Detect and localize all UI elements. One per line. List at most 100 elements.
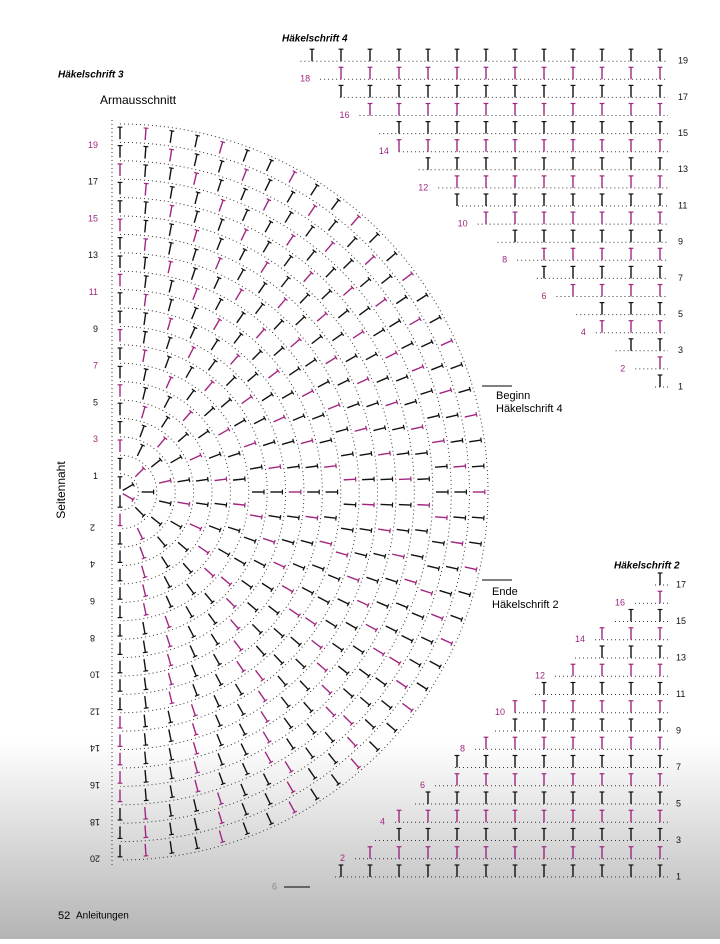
row-arc [120, 253, 359, 731]
stitch [377, 602, 388, 607]
stitch [392, 427, 404, 430]
stitch [168, 319, 171, 331]
stitch [169, 692, 172, 704]
stitch [144, 332, 146, 344]
stitch [219, 142, 222, 154]
stitch [387, 723, 396, 731]
stitch [214, 278, 219, 289]
row-number: 6 [90, 596, 95, 606]
stitch [320, 541, 332, 544]
side-label: Seitennaht [54, 461, 68, 519]
stitch [145, 807, 146, 819]
stitch [254, 440, 256, 445]
stitch [412, 366, 423, 371]
stitch [360, 697, 369, 705]
stitch [240, 724, 245, 735]
stitch [415, 453, 427, 455]
stitch [142, 557, 147, 559]
stitch [144, 257, 145, 269]
stitch [214, 695, 219, 706]
stitch [137, 528, 142, 539]
stitch [231, 620, 239, 629]
stitch [307, 724, 315, 733]
stitch [385, 425, 386, 430]
stitch [469, 387, 470, 392]
stitch [263, 200, 268, 211]
stitch [170, 703, 175, 704]
stitch [427, 566, 439, 569]
stitch [211, 634, 217, 644]
stitch [353, 451, 354, 456]
stitch [168, 646, 173, 647]
stitch [237, 661, 244, 671]
stitch [362, 504, 374, 505]
stitch [317, 313, 326, 321]
stitch [221, 199, 226, 201]
row-arc [120, 418, 194, 565]
stitch [411, 555, 423, 558]
row-number: 13 [88, 250, 98, 260]
stitch [347, 553, 348, 558]
stitch [453, 466, 465, 467]
stitch [396, 400, 397, 405]
stitch [187, 584, 194, 594]
row-number: 14 [379, 146, 389, 156]
stitch [302, 391, 313, 397]
stitch [204, 408, 213, 416]
stitch [244, 169, 248, 171]
stitch [143, 406, 148, 407]
stitch [465, 414, 477, 417]
stitch [169, 665, 174, 666]
stitch [219, 452, 221, 456]
stitch [190, 455, 201, 460]
stitch [431, 388, 432, 393]
row-number: 20 [90, 854, 100, 864]
stitch [446, 415, 458, 418]
stitch [427, 415, 439, 418]
row-number: 13 [678, 164, 688, 174]
stitch [151, 460, 160, 467]
stitch [220, 219, 224, 221]
stitch [194, 249, 199, 250]
stitch [469, 542, 481, 544]
stitch [254, 418, 265, 423]
stitch [421, 342, 432, 347]
stitch [358, 401, 360, 406]
stitch [378, 529, 390, 531]
stitch [287, 192, 293, 202]
stitch [459, 389, 471, 392]
stitch [145, 825, 146, 837]
stitch [244, 443, 255, 447]
stitch [269, 371, 279, 378]
row-number: 5 [676, 798, 681, 808]
stitch [238, 704, 244, 714]
stitch [165, 357, 169, 368]
row-number: 6 [420, 780, 425, 790]
row-number: 3 [678, 345, 683, 355]
stitch [178, 480, 190, 482]
stitch [373, 648, 383, 654]
stitch [282, 441, 294, 444]
stitch [143, 584, 146, 596]
stitch [144, 294, 149, 295]
stitch [143, 633, 148, 634]
stitch [208, 614, 215, 624]
stitch [402, 343, 413, 348]
stitch [366, 403, 377, 407]
stitch [221, 577, 230, 585]
row-number: 8 [90, 633, 95, 643]
stitch [432, 441, 444, 443]
stitch [381, 700, 390, 707]
stitch [306, 227, 313, 237]
stitch [469, 440, 481, 442]
stitch [347, 576, 358, 580]
stitch [457, 413, 458, 418]
stitch [143, 350, 145, 362]
stitch [158, 537, 166, 546]
stitch [312, 336, 321, 343]
begin-label: Beginn [496, 390, 530, 402]
row-number: 4 [380, 817, 385, 827]
stitch [217, 239, 221, 250]
stitch [267, 160, 272, 171]
stitch [169, 729, 171, 741]
